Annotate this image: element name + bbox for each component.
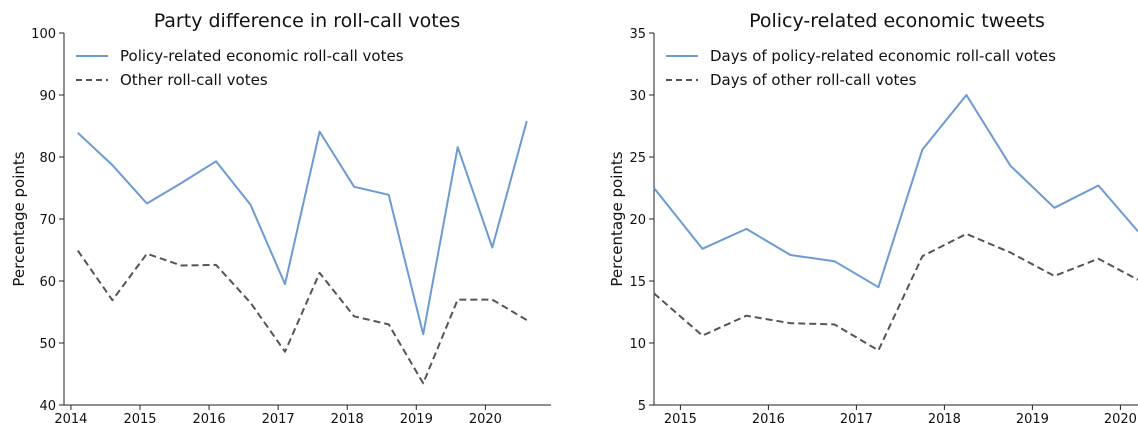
legend-label-other: Other roll-call votes <box>120 71 268 89</box>
y-tick-label: 25 <box>629 151 646 166</box>
y-tick-label: 50 <box>39 337 56 352</box>
series-line-policy <box>77 120 528 336</box>
y-axis-label: Percentage points <box>10 151 28 286</box>
y-tick-label: 60 <box>39 275 56 290</box>
series-line-policy <box>653 94 1138 289</box>
x-tick-label: 2016 <box>752 412 785 423</box>
chart-title: Policy-related economic tweets <box>749 10 1045 32</box>
x-tick-label: 2016 <box>193 412 226 423</box>
x-tick-label: 2020 <box>1104 412 1137 423</box>
y-tick-label: 15 <box>629 275 646 290</box>
x-tick-label: 2014 <box>54 412 87 423</box>
x-tick-label: 2019 <box>1016 412 1049 423</box>
y-tick-label: 100 <box>31 27 56 42</box>
y-tick-label: 20 <box>629 213 646 228</box>
y-tick-label: 10 <box>629 337 646 352</box>
legend-label-policy: Policy-related economic roll-call votes <box>120 47 404 65</box>
y-tick-label: 5 <box>638 399 646 414</box>
y-tick-label: 40 <box>39 399 56 414</box>
x-tick-label: 2020 <box>469 412 502 423</box>
series-line-other <box>653 232 1138 352</box>
y-tick-label: 90 <box>39 89 56 104</box>
series-line-other <box>76 250 528 385</box>
x-tick-label: 2018 <box>928 412 961 423</box>
x-tick-label: 2019 <box>400 412 433 423</box>
x-tick-label: 2017 <box>840 412 873 423</box>
y-axis-label: Percentage points <box>608 151 626 286</box>
y-tick-label: 30 <box>629 89 646 104</box>
x-tick-label: 2015 <box>123 412 156 423</box>
y-tick-label: 80 <box>39 151 56 166</box>
y-tick-label: 70 <box>39 213 56 228</box>
chart-party-difference: Party difference in roll-call votes Perc… <box>10 10 551 423</box>
chart-economic-tweets: Policy-related economic tweets Percentag… <box>608 10 1138 423</box>
y-tick-label: 35 <box>629 27 646 42</box>
legend: Days of policy-related economic roll-cal… <box>666 47 1056 89</box>
x-tick-label: 2015 <box>664 412 697 423</box>
legend-label-other-days: Days of other roll-call votes <box>710 71 917 89</box>
chart-title: Party difference in roll-call votes <box>154 10 461 32</box>
legend-label-policy-days: Days of policy-related economic roll-cal… <box>710 47 1056 65</box>
x-tick-label: 2017 <box>262 412 295 423</box>
legend: Policy-related economic roll-call votes … <box>76 47 404 89</box>
x-tick-label: 2018 <box>331 412 364 423</box>
